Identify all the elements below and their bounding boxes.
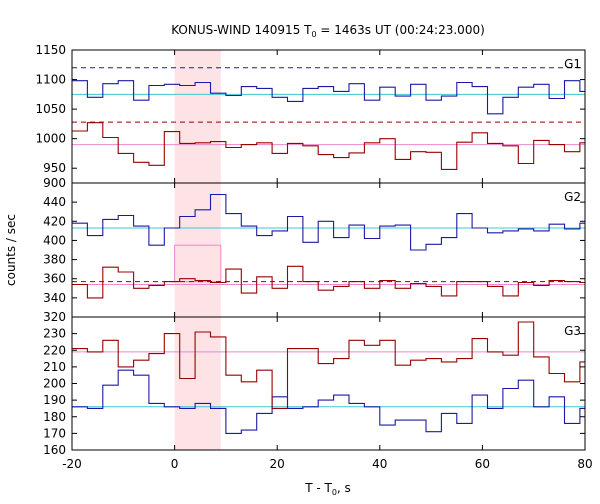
y-tick-label: 360 — [43, 272, 66, 286]
y-tick-label: 440 — [43, 195, 66, 209]
panel-label: G3 — [564, 324, 581, 338]
panel-g1: 950 1000 1050 1100 1150 G1 — [35, 43, 586, 184]
y-tick-label: 1150 — [35, 43, 66, 57]
series-blue-g3 — [72, 369, 585, 434]
panel-g2: 340 360 380 400 420 440 G2 — [43, 182, 586, 318]
x-tick-label: 80 — [577, 457, 592, 471]
x-tick-label: 60 — [475, 457, 490, 471]
y-tick-label: 380 — [43, 253, 66, 267]
y-tick-label: 160 — [43, 443, 66, 457]
y-tick-label: 1000 — [35, 132, 66, 146]
series-blue-g1 — [72, 80, 585, 115]
series-red-g2 — [72, 265, 585, 299]
y-axis-label: counts / sec — [4, 214, 18, 286]
series-red-g3 — [72, 321, 585, 409]
y-tick-label: 230 — [43, 327, 66, 341]
y-tick-label: 950 — [43, 161, 66, 175]
x-tick-label: 20 — [270, 457, 285, 471]
panel-label: G1 — [564, 57, 581, 71]
y-tick-label: 220 — [43, 343, 66, 357]
series-blue-g2 — [72, 193, 585, 251]
y-tick-label: 420 — [43, 214, 66, 228]
y-tick-label: 320 — [43, 310, 66, 324]
shaded-interval — [174, 50, 221, 450]
x-tick-label: -20 — [62, 457, 82, 471]
y-tick-label: 340 — [43, 291, 66, 305]
y-tick-label: 170 — [43, 426, 66, 440]
y-tick-label: 1100 — [35, 73, 66, 87]
y-tick-label: 900 — [43, 176, 66, 190]
series-red-g1 — [72, 122, 585, 170]
panel-g3: 160 170 180 190 200 210 220 230 G3 — [43, 316, 586, 457]
chart-title: KONUS-WIND 140915 T0 = 1463s UT (00:24:2… — [171, 23, 485, 39]
y-tick-label: 400 — [43, 233, 66, 247]
highlight-box — [174, 244, 222, 283]
panel-label: G2 — [564, 190, 581, 204]
y-tick-label: 180 — [43, 410, 66, 424]
x-tick-label: 0 — [171, 457, 179, 471]
panel-frame — [71, 182, 586, 318]
y-tick-label: 190 — [43, 393, 66, 407]
x-axis-label: T - T0, s — [304, 481, 351, 497]
x-tick-label: 40 — [372, 457, 387, 471]
y-tick-label: 210 — [43, 360, 66, 374]
y-tick-label: 200 — [43, 377, 66, 391]
y-tick-label: 1050 — [35, 102, 66, 116]
